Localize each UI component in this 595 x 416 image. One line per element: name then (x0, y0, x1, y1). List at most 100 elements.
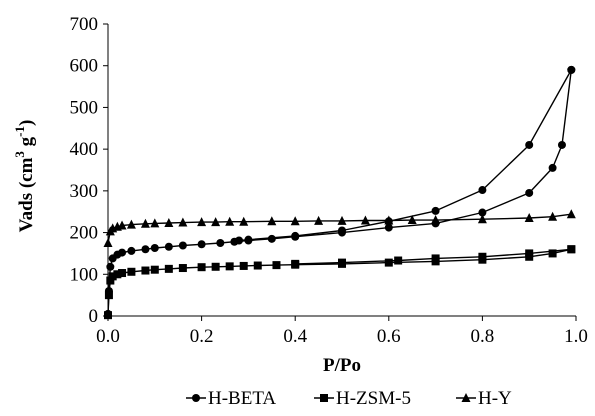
y-axis-title-mid: g (16, 136, 37, 151)
h-y-adsorption-point (337, 215, 347, 225)
legend-marker-h-zsm-5 (320, 394, 328, 402)
y-axis-title-sup2: -1 (12, 126, 27, 137)
h-beta-adsorption-point (106, 262, 115, 271)
h-y-adsorption-point (314, 215, 324, 225)
y-tick-labels: 0 100 200 300 400 500 600 700 (70, 14, 108, 327)
h-beta-desorption-point (338, 226, 346, 235)
h-beta-desorption-line (238, 69, 572, 242)
h-beta-adsorption-point (118, 248, 127, 257)
h-zsm-5-desorption-point (567, 245, 576, 254)
h-y-adsorption-point (384, 215, 394, 225)
legend-label-h-y: H-Y (478, 388, 512, 409)
legend-marker-h-beta (192, 394, 200, 402)
y-axis-title: Vads (cm3 g-1) (12, 120, 37, 233)
x-tick-label: 0.0 (96, 326, 120, 347)
h-beta-adsorption-point (267, 234, 276, 243)
h-beta-adsorption-line (107, 69, 572, 314)
h-y-adsorption-point (211, 217, 221, 227)
h-zsm-5-adsorption-point (239, 261, 248, 270)
h-zsm-5-desorption-point (431, 254, 440, 263)
h-zsm-5-adsorption-point (384, 258, 393, 267)
legend: H-BETA H-ZSM-5 H-Y (186, 388, 512, 409)
h-beta-adsorption-point (557, 140, 566, 149)
h-y-adsorption-point (103, 238, 113, 247)
legend-label-h-beta: H-BETA (208, 388, 276, 409)
h-beta-desorption-point (431, 206, 440, 215)
h-beta-adsorption-point (141, 245, 150, 254)
h-zsm-5-desorption-point (525, 249, 534, 258)
y-tick-label: 700 (70, 14, 99, 35)
h-y-adsorption-point (267, 216, 277, 226)
h-zsm-5-adsorption-point (253, 261, 262, 270)
y-axis-title-base: Vads (cm (16, 157, 37, 232)
h-y-adsorption-point (117, 220, 127, 230)
x-tick-label: 0.4 (283, 326, 307, 347)
h-y-adsorption-point (126, 219, 136, 229)
y-tick-label: 300 (70, 181, 99, 202)
y-tick-label: 500 (70, 97, 99, 118)
h-zsm-5-desorption-point (291, 259, 300, 268)
h-zsm-5-adsorption-point (272, 261, 281, 270)
y-tick-label: 200 (70, 223, 99, 244)
h-zsm-5-desorption-point (394, 256, 403, 265)
x-tick-labels: 0.0 0.2 0.4 0.6 0.8 1.0 (96, 316, 588, 347)
legend-label-h-zsm-5: H-ZSM-5 (336, 388, 411, 409)
legend-marker-h-y (461, 393, 471, 402)
h-y-adsorption-point (164, 217, 174, 227)
axes (107, 24, 576, 317)
h-zsm-5-adsorption-point (106, 276, 115, 285)
h-y-adsorption-point (225, 216, 235, 226)
y-axis-title-end: ) (16, 120, 37, 126)
h-beta-adsorption-point (216, 239, 225, 247)
h-zsm-5-adsorption-point (197, 263, 206, 272)
h-zsm-5-adsorption-point (118, 269, 127, 278)
x-tick-label: 0.2 (190, 326, 214, 347)
series-h-beta (104, 65, 576, 318)
series-h-y (103, 209, 576, 247)
h-y-adsorption-point (477, 214, 487, 224)
y-tick-label: 600 (70, 56, 99, 77)
h-y-adsorption-point (407, 215, 417, 225)
h-y-adsorption-point (548, 211, 558, 221)
h-y-adsorption-point (197, 217, 207, 227)
h-zsm-5-adsorption-point (225, 262, 234, 271)
h-beta-adsorption-point (525, 188, 534, 197)
h-beta-adsorption-point (548, 163, 557, 172)
y-tick-label: 100 (70, 264, 99, 285)
h-beta-desorption-point (567, 65, 576, 74)
h-y-adsorption-point (524, 212, 534, 222)
h-y-adsorption-point (239, 216, 249, 226)
h-zsm-5-adsorption-point (178, 264, 187, 273)
h-y-adsorption-point (178, 217, 188, 227)
h-beta-adsorption-point (150, 244, 159, 253)
h-zsm-5-adsorption-point (104, 291, 113, 300)
plot-area (103, 65, 576, 320)
h-y-adsorption-point (431, 215, 441, 225)
h-zsm-5-adsorption-point (113, 270, 122, 279)
h-beta-adsorption-point (384, 223, 393, 232)
y-tick-label: 0 (89, 306, 99, 327)
x-tick-label: 0.6 (377, 326, 401, 347)
h-y-adsorption-point (150, 218, 160, 228)
y-axis-title-sup1: 3 (12, 151, 27, 158)
h-zsm-5-adsorption-point (127, 267, 136, 276)
h-zsm-5-adsorption-point (108, 272, 117, 281)
h-beta-adsorption-point (197, 240, 206, 249)
h-beta-adsorption-point (178, 241, 187, 250)
x-axis-title: P/Po (323, 355, 361, 376)
h-zsm-5-adsorption-point (164, 264, 173, 273)
h-beta-desorption-point (525, 140, 534, 149)
h-beta-desorption-point (291, 231, 300, 240)
x-tick-label: 1.0 (564, 326, 588, 347)
h-zsm-5-adsorption-point (211, 262, 220, 271)
h-y-adsorption-point (140, 218, 150, 228)
h-y-adsorption-point (290, 216, 300, 226)
h-beta-adsorption-point (164, 242, 173, 251)
h-zsm-5-desorption-point (338, 258, 346, 267)
h-zsm-5-adsorption-point (548, 249, 557, 258)
x-tick-label: 0.8 (471, 326, 495, 347)
h-zsm-5-desorption-point (478, 252, 487, 261)
h-beta-adsorption-point (127, 246, 136, 255)
h-zsm-5-adsorption-point (141, 266, 150, 275)
